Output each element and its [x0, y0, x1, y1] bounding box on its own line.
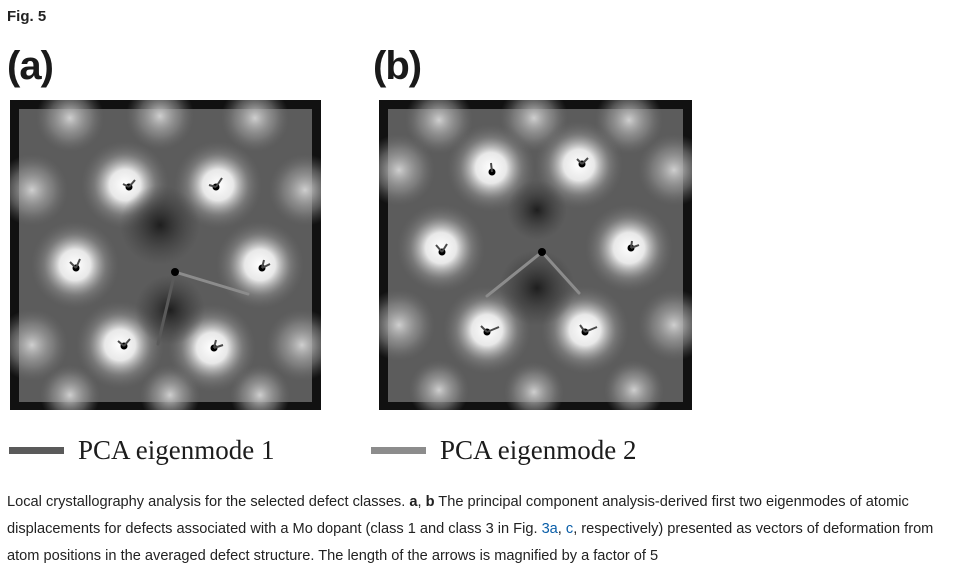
caption-text-2: , [557, 521, 566, 537]
legend-label-eigenmode-2: PCA eigenmode 2 [440, 434, 637, 465]
legend-item-eigenmode-2: PCA eigenmode 2 [371, 433, 637, 467]
panel-a-letter: (a) [7, 44, 54, 88]
caption-sep: , [417, 494, 426, 510]
caption-text-3: , respectively) presented as vectors of … [7, 521, 934, 564]
legend-item-eigenmode-1: PCA eigenmode 1 [9, 433, 275, 467]
caption-text-1: The principal component analysis-derived… [7, 494, 909, 537]
legend-label-eigenmode-1: PCA eigenmode 1 [78, 434, 275, 465]
legend-swatch-eigenmode-2 [371, 446, 426, 454]
panel-b-image [379, 100, 692, 410]
figure-caption: Local crystallography analysis for the s… [7, 489, 957, 570]
panel-a-image [10, 100, 321, 410]
panel-b-letter: (b) [373, 44, 422, 88]
caption-lead: Local crystallography analysis for the s… [7, 494, 410, 510]
figure-ref-link-3a[interactable]: 3a [541, 521, 558, 537]
legend-swatch-eigenmode-1 [9, 446, 64, 454]
figure-label: Fig. 5 [7, 8, 47, 25]
caption-bold-b: b [425, 494, 435, 510]
figure-ref-link-3c[interactable]: c [565, 521, 574, 537]
caption-bold-a: a [409, 494, 418, 510]
